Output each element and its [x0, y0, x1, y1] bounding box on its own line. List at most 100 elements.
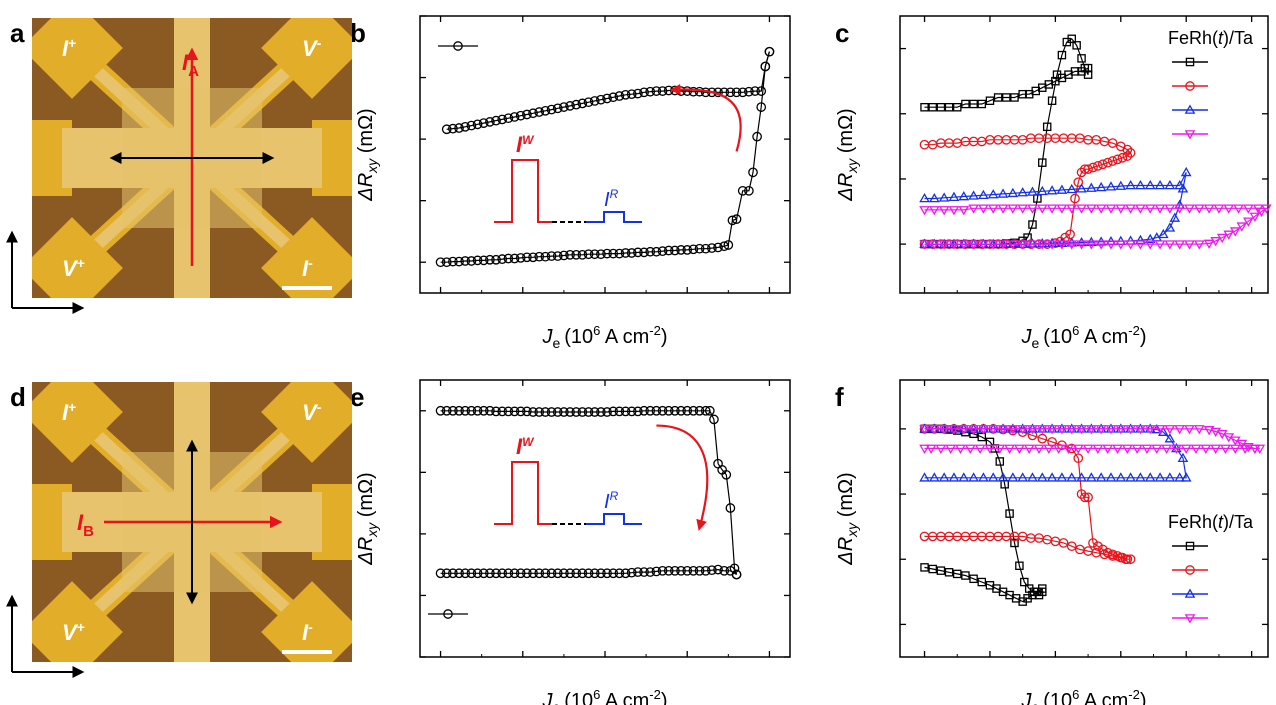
series-line: [440, 568, 737, 576]
xlabel-unit: (10: [564, 326, 593, 348]
data-point: [919, 206, 930, 216]
data-point: [534, 107, 545, 117]
data-point: [503, 568, 514, 579]
data-point: [670, 245, 680, 256]
data-point: [571, 407, 582, 417]
data-point: [1233, 204, 1244, 214]
data-point: [546, 407, 557, 417]
pad-letter: V: [62, 256, 79, 281]
data-point: [1249, 444, 1261, 454]
data-point: [1125, 148, 1136, 158]
data-point: [448, 568, 458, 579]
data-point: [977, 577, 987, 587]
data-point: [1017, 240, 1028, 250]
data-point: [1105, 181, 1117, 191]
data-point: [1169, 212, 1181, 222]
data-point: [1184, 614, 1196, 624]
data-point: [1261, 204, 1272, 214]
data-point: [682, 405, 693, 416]
data-point: [522, 568, 532, 579]
data-point: [441, 257, 452, 268]
data-point: [1093, 541, 1103, 552]
data-point: [713, 242, 723, 253]
data-point: [1164, 425, 1176, 435]
data-point: [571, 99, 582, 110]
data-point: [583, 97, 594, 108]
data-point: [1095, 181, 1107, 192]
data-point: [969, 99, 978, 109]
data-point: [1193, 204, 1205, 214]
data-point: [1066, 541, 1077, 552]
data-point: [626, 89, 637, 100]
data-point: [978, 189, 989, 200]
data-point: [1144, 472, 1156, 482]
data-point: [626, 567, 637, 578]
data-point: [491, 568, 501, 579]
data-point: [919, 472, 930, 482]
data-point: [744, 86, 754, 97]
xlabel-exp2: -2: [649, 323, 661, 338]
data-point: [1072, 444, 1084, 454]
data-point: [1107, 156, 1118, 166]
write-sup: W: [522, 435, 535, 449]
xlabel-main: J: [541, 326, 553, 348]
data-point: [1185, 81, 1195, 91]
series-line: [924, 428, 1260, 449]
data-point: [528, 108, 538, 119]
xlabel-rest: A cm: [1079, 326, 1128, 348]
x-axis-label: Je (106 A cm-2): [1020, 687, 1146, 705]
data-point: [1057, 50, 1067, 60]
data-point: [1056, 184, 1068, 194]
data-point: [1027, 238, 1038, 248]
data-point: [948, 425, 960, 435]
data-point: [1135, 472, 1146, 482]
data-point: [448, 256, 458, 267]
data-point: [485, 254, 495, 265]
data-point: [1135, 204, 1146, 214]
series-line: [440, 51, 770, 263]
data-point: [1256, 207, 1267, 218]
data-point: [460, 121, 471, 132]
data-point: [1036, 237, 1048, 248]
data-point: [1077, 54, 1086, 63]
data-point: [1047, 96, 1057, 105]
data-point: [497, 114, 508, 125]
write-letter: I: [516, 434, 523, 459]
data-point: [589, 96, 600, 106]
xlabel-main: J: [1020, 690, 1032, 705]
data-point: [1027, 472, 1038, 482]
xlabel-rest: A cm: [1079, 690, 1128, 705]
data-point: [1036, 185, 1048, 196]
data-point: [443, 609, 453, 619]
pad-label-tl: I+: [62, 35, 76, 61]
data-point: [961, 99, 970, 109]
data-point: [583, 407, 594, 417]
data-point: [608, 568, 619, 579]
data-point: [1115, 425, 1127, 435]
ylabel-sub: xy: [364, 158, 380, 174]
data-point: [1066, 240, 1078, 250]
data-point: [552, 568, 563, 579]
data-point: [534, 251, 545, 262]
data-point: [1144, 233, 1156, 244]
series-1: [919, 424, 1136, 565]
xlabel-exp2: -2: [649, 687, 661, 702]
data-point: [756, 86, 767, 96]
data-point: [952, 569, 962, 579]
data-point: [602, 407, 612, 417]
data-point: [936, 566, 946, 575]
data-point: [608, 92, 619, 103]
data-point: [1066, 425, 1078, 435]
data-point: [485, 117, 495, 127]
data-point: [1131, 444, 1143, 454]
data-point: [987, 204, 999, 214]
data-point: [1174, 472, 1186, 482]
data-point: [1184, 130, 1196, 140]
data-point: [1073, 177, 1084, 188]
data-point: [1056, 204, 1068, 214]
data-point: [948, 472, 960, 482]
data-point: [515, 110, 526, 121]
read-letter: I: [604, 491, 610, 513]
